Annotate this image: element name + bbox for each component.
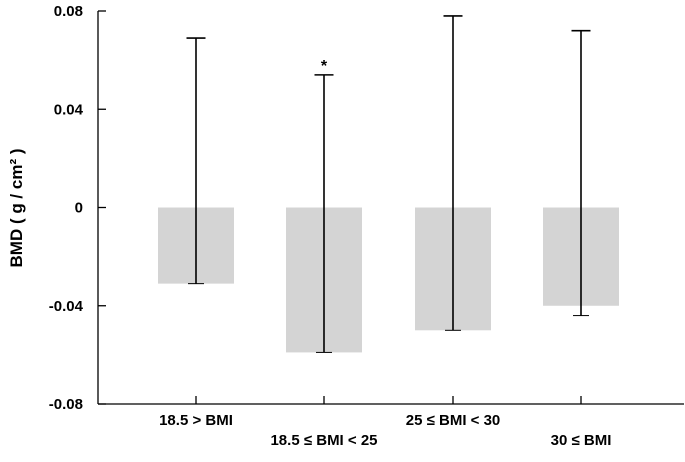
category-label: 25 ≤ BMI < 30 bbox=[406, 412, 501, 429]
y-tick-label: -0.04 bbox=[49, 298, 84, 315]
category-label: 30 ≤ BMI bbox=[551, 432, 612, 449]
category-label: 18.5 > BMI bbox=[159, 412, 233, 429]
y-axis-label: BMD ( g / cm² ) bbox=[7, 149, 26, 268]
axes bbox=[97, 10, 684, 405]
y-tick-label: 0 bbox=[75, 200, 83, 217]
significance-marker: * bbox=[321, 58, 328, 75]
y-tick-label: 0.04 bbox=[54, 101, 84, 118]
labels: 0.08 0.04 0 -0.04 -0.08 18.5 > BMI 18.5 ≤ BMI … bbox=[49, 3, 612, 449]
y-tick-label: 0.08 bbox=[54, 3, 83, 20]
error-bars bbox=[186, 15, 591, 353]
category-label: 18.5 ≤ BMI < 25 bbox=[270, 432, 377, 449]
bars bbox=[158, 207, 619, 353]
y-tick-label: -0.08 bbox=[49, 396, 83, 413]
